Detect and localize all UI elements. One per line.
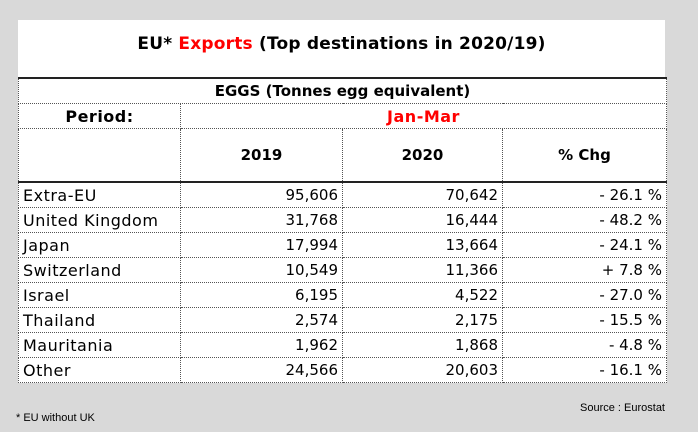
table-title: EU* Exports (Top destinations in 2020/19… bbox=[137, 34, 546, 54]
pct-change: - 24.1 % bbox=[502, 232, 667, 258]
value-2019: 31,768 bbox=[180, 207, 343, 233]
country-cell: Mauritania bbox=[18, 332, 181, 358]
table-row: Extra-EU 95,606 70,642- 26.1 % bbox=[18, 181, 667, 208]
country-cell: Israel bbox=[18, 282, 181, 308]
country-cell: Thailand bbox=[18, 307, 181, 333]
value-2020: 11,366 bbox=[342, 257, 503, 283]
table-row: Other 24,566 20,603- 16.1 % bbox=[18, 357, 667, 383]
pct-change: - 48.2 % bbox=[502, 207, 667, 233]
value-2019: 10,549 bbox=[180, 257, 343, 283]
table-row: Mauritania 1,962 1,868- 4.8 % bbox=[18, 332, 667, 358]
value-2020: 1,868 bbox=[342, 332, 503, 358]
table-row: United Kingdom 31,768 16,444- 48.2 % bbox=[18, 207, 667, 233]
pct-change: - 26.1 % bbox=[502, 181, 667, 208]
value-2020: 2,175 bbox=[342, 307, 503, 333]
country-cell: Switzerland bbox=[18, 257, 181, 283]
table-row: Israel 6,195 4,522- 27.0 % bbox=[18, 282, 667, 308]
header-row: 2019 2020 % Chg bbox=[18, 128, 667, 183]
country-cell: Other bbox=[18, 357, 181, 383]
col-2020: 2020 bbox=[342, 128, 503, 183]
value-2020: 4,522 bbox=[342, 282, 503, 308]
value-2020: 13,664 bbox=[342, 232, 503, 258]
value-2019: 24,566 bbox=[180, 357, 343, 383]
period-label: Period: bbox=[18, 103, 181, 129]
product-label: EGGS (Tonnes egg equivalent) bbox=[18, 77, 667, 104]
value-2020: 16,444 bbox=[342, 207, 503, 233]
pct-change: - 27.0 % bbox=[502, 282, 667, 308]
value-2019: 6,195 bbox=[180, 282, 343, 308]
table-row: Thailand 2,574 2,175- 15.5 % bbox=[18, 307, 667, 333]
pct-change: - 15.5 % bbox=[502, 307, 667, 333]
table-row: Switzerland 10,549 11,366 + 7.8 % bbox=[18, 257, 667, 283]
country-cell: United Kingdom bbox=[18, 207, 181, 233]
source-note: Source : Eurostat bbox=[580, 402, 665, 414]
value-2019: 95,606 bbox=[180, 181, 343, 208]
col-2019: 2019 bbox=[180, 128, 343, 183]
value-2019: 1,962 bbox=[180, 332, 343, 358]
value-2019: 17,994 bbox=[180, 232, 343, 258]
period-value: Jan-Mar bbox=[180, 103, 667, 129]
pct-change: - 4.8 % bbox=[502, 332, 667, 358]
pct-change: - 16.1 % bbox=[502, 357, 667, 383]
table-row: Japan 17,994 13,664- 24.1 % bbox=[18, 232, 667, 258]
footnote: * EU without UK bbox=[16, 412, 95, 424]
country-cell: Extra-EU bbox=[18, 181, 181, 208]
value-2020: 20,603 bbox=[342, 357, 503, 383]
col-chg: % Chg bbox=[502, 128, 667, 183]
value-2019: 2,574 bbox=[180, 307, 343, 333]
pct-change: + 7.8 % bbox=[502, 257, 667, 283]
country-cell: Japan bbox=[18, 232, 181, 258]
title-panel bbox=[18, 20, 665, 77]
value-2020: 70,642 bbox=[342, 181, 503, 208]
exports-table: EGGS (Tonnes egg equivalent) Period: Jan-… bbox=[18, 77, 667, 383]
